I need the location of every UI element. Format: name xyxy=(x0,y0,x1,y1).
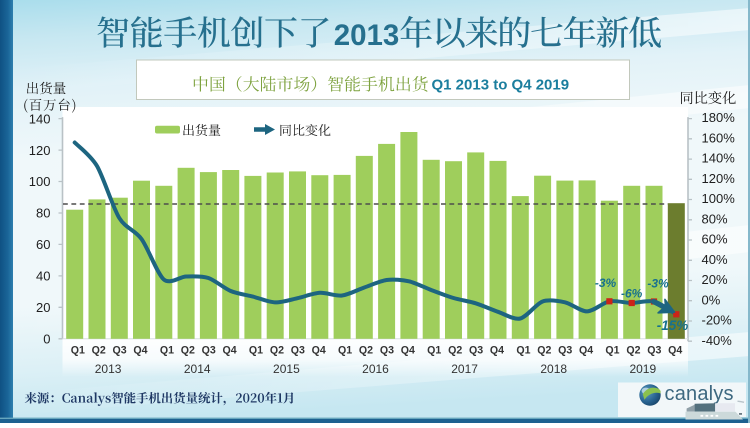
svg-text:-3%: -3% xyxy=(647,277,669,291)
svg-text:-6%: -6% xyxy=(621,286,643,300)
svg-text:80%: 80% xyxy=(702,211,728,226)
svg-text:Q4: Q4 xyxy=(490,345,504,357)
svg-text:Q1: Q1 xyxy=(605,345,619,357)
svg-text:2019: 2019 xyxy=(629,362,656,376)
svg-text:-3%: -3% xyxy=(595,276,617,290)
svg-text:120%: 120% xyxy=(702,171,736,186)
svg-text:Q2: Q2 xyxy=(92,345,106,357)
svg-text:Q3: Q3 xyxy=(647,345,661,357)
svg-text:0%: 0% xyxy=(702,292,721,307)
svg-text:Q2: Q2 xyxy=(181,345,195,357)
svg-text:100: 100 xyxy=(29,174,51,189)
svg-text:20%: 20% xyxy=(702,272,728,287)
svg-text:Q2: Q2 xyxy=(626,345,640,357)
svg-text:Q1: Q1 xyxy=(516,345,530,357)
svg-text:2013: 2013 xyxy=(334,19,400,52)
svg-text:160%: 160% xyxy=(702,130,736,145)
svg-text:Q1: Q1 xyxy=(71,345,85,357)
svg-text:2013: 2013 xyxy=(95,362,122,376)
svg-text:Q1: Q1 xyxy=(338,345,352,357)
svg-text:40%: 40% xyxy=(702,252,728,267)
svg-text:Q4: Q4 xyxy=(579,345,593,357)
svg-text:2015: 2015 xyxy=(273,362,300,376)
svg-text:60%: 60% xyxy=(702,232,728,247)
svg-text:Q2: Q2 xyxy=(270,345,284,357)
svg-text:-20%: -20% xyxy=(702,313,733,328)
svg-text:2018: 2018 xyxy=(540,362,567,376)
svg-text:100%: 100% xyxy=(702,191,736,206)
svg-text:140%: 140% xyxy=(702,151,736,166)
svg-text:180%: 180% xyxy=(702,110,736,125)
svg-text:40: 40 xyxy=(36,269,50,284)
svg-text:-40%: -40% xyxy=(702,333,733,348)
svg-text:Q3: Q3 xyxy=(291,345,305,357)
svg-text:2017: 2017 xyxy=(451,362,478,376)
svg-text:Q1: Q1 xyxy=(427,345,441,357)
svg-text:Q4: Q4 xyxy=(401,345,415,357)
svg-text:Q3: Q3 xyxy=(380,345,394,357)
svg-text:140: 140 xyxy=(29,111,51,126)
svg-text:Q4: Q4 xyxy=(312,345,326,357)
svg-text:20: 20 xyxy=(36,300,50,315)
svg-text:Q3: Q3 xyxy=(469,345,483,357)
svg-text:Q1 2013 to Q4 2019: Q1 2013 to Q4 2019 xyxy=(432,77,570,94)
svg-text:2014: 2014 xyxy=(184,362,211,376)
svg-text:2016: 2016 xyxy=(362,362,389,376)
svg-text:80: 80 xyxy=(36,206,50,221)
svg-text:Q4: Q4 xyxy=(133,345,147,357)
svg-text:Q2: Q2 xyxy=(359,345,373,357)
svg-text:canalys: canalys xyxy=(665,383,734,405)
svg-text:Q3: Q3 xyxy=(558,345,572,357)
svg-text:-15%: -15% xyxy=(657,318,689,333)
svg-text:Q1: Q1 xyxy=(160,345,174,357)
svg-text:Q4: Q4 xyxy=(223,345,237,357)
svg-text:120: 120 xyxy=(29,143,51,158)
svg-text:Q1: Q1 xyxy=(249,345,263,357)
svg-text:Q3: Q3 xyxy=(113,345,127,357)
svg-text:Q2: Q2 xyxy=(537,345,551,357)
svg-text:Q3: Q3 xyxy=(202,345,216,357)
svg-text:60: 60 xyxy=(36,237,50,252)
svg-text:Q2: Q2 xyxy=(448,345,462,357)
svg-text:0: 0 xyxy=(43,332,50,347)
svg-text:Q4: Q4 xyxy=(668,345,682,357)
